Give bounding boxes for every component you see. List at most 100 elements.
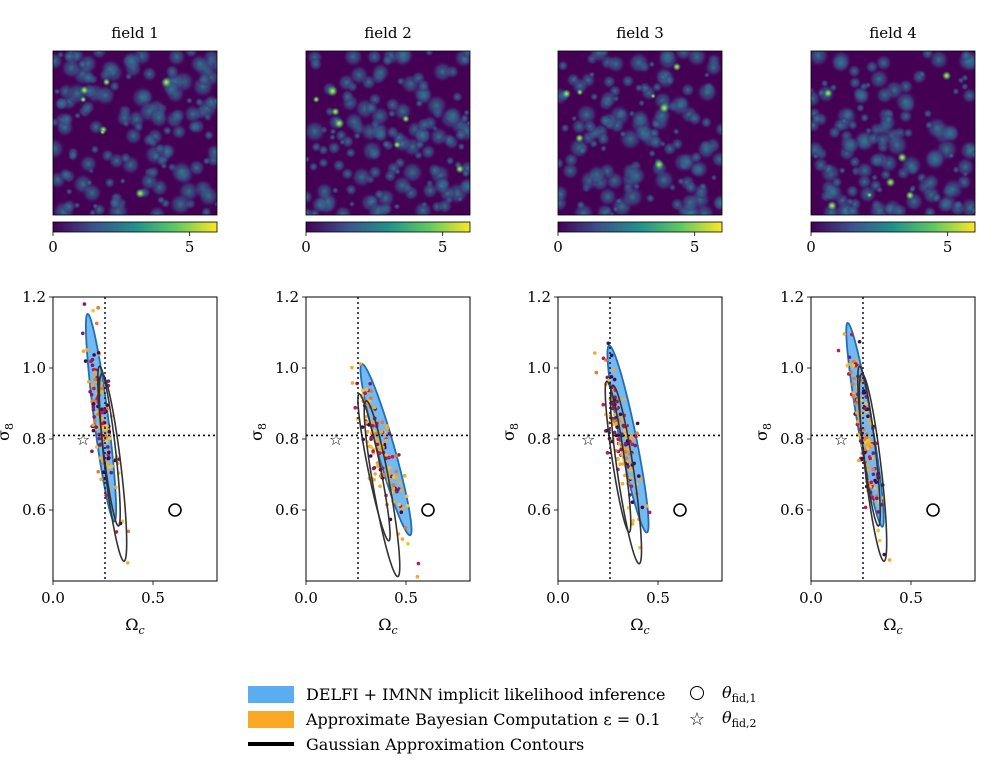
field-structure: [959, 51, 972, 62]
field-structure: [885, 133, 910, 158]
field-peak: [393, 140, 401, 149]
colorbar-tick-label: 5: [943, 238, 953, 256]
field-structure: [133, 121, 145, 133]
colorbar-tick-label: 0: [48, 238, 58, 256]
field-structure: [59, 111, 75, 127]
plot-area: [53, 297, 217, 581]
field-peak: [562, 89, 571, 99]
field-structure: [615, 107, 628, 120]
abc-sample-point: [850, 332, 854, 337]
abc-sample-point: [91, 428, 96, 433]
field-panel-2: field 2 0 5: [301, 24, 471, 256]
field-structure: [960, 82, 969, 91]
field-structure: [436, 198, 453, 215]
field-structure: [894, 90, 917, 114]
abc-sample-point: [864, 402, 868, 406]
abc-sample-point: [113, 485, 118, 490]
field-structure: [424, 93, 449, 118]
field-structure: [859, 112, 870, 123]
field-structure: [634, 83, 644, 93]
field-structure: [560, 123, 570, 133]
abc-sample-point: [873, 486, 877, 490]
colorbar: [52, 221, 218, 233]
abc-sample-point: [859, 398, 864, 402]
field-structure: [684, 180, 699, 195]
field-structure: [121, 51, 144, 73]
field-structure: [811, 113, 823, 125]
field-structure: [60, 57, 83, 80]
abc-sample-point: [91, 367, 96, 372]
abc-sample-point: [630, 500, 635, 505]
abc-sample-point: [847, 355, 852, 360]
abc-sample-point: [416, 561, 421, 566]
field-frame: [810, 50, 976, 216]
abc-sample-point: [107, 436, 112, 441]
abc-sample-point: [855, 422, 860, 427]
field-structure: [78, 154, 98, 174]
legend-gauss-label: Gaussian Approximation Contours: [306, 734, 585, 754]
field-structure: [212, 96, 217, 106]
field-structure: [838, 166, 846, 175]
field-structure: [696, 81, 719, 104]
field-structure: [428, 126, 449, 147]
field-structure: [202, 156, 211, 166]
abc-sample-point: [634, 434, 638, 439]
abc-sample-point: [81, 349, 86, 353]
abc-sample-point: [93, 370, 97, 375]
field-structure: [465, 120, 470, 127]
abc-sample-point: [617, 441, 622, 446]
x-tick-label: 0.0: [41, 589, 65, 607]
x-axis-label-subscript: c: [897, 624, 903, 637]
abc-sample-point: [851, 391, 856, 395]
abc-sample-point: [611, 368, 616, 372]
abc-sample-point: [375, 461, 380, 465]
field-structure: [424, 51, 434, 57]
abc-sample-point: [399, 510, 404, 515]
field-structure: [871, 174, 879, 182]
field-structure: [197, 185, 217, 208]
abc-sample-point: [612, 430, 617, 435]
abc-sample-point: [371, 449, 375, 453]
abc-sample-point: [875, 496, 879, 501]
abc-sample-point: [871, 467, 876, 472]
abc-sample-point: [92, 353, 96, 357]
field-structure: [845, 184, 860, 199]
field-structure: [698, 182, 708, 191]
abc-sample-point: [397, 453, 401, 457]
abc-sample-point: [378, 484, 382, 488]
abc-sample-point: [605, 451, 610, 455]
field-structure: [306, 189, 314, 205]
field-structure: [811, 51, 830, 68]
field-structure: [306, 207, 314, 215]
field-structure: [812, 153, 820, 160]
plot-area: [306, 297, 470, 581]
abc-sample-point: [105, 461, 109, 466]
field-structure: [310, 141, 322, 153]
gaussian-contour: [363, 400, 401, 578]
abc-sample-point: [375, 442, 380, 447]
abc-sample-point: [391, 482, 396, 487]
field-structure: [970, 206, 975, 215]
abc-sample-point: [105, 445, 110, 449]
field-structure: [203, 94, 217, 110]
abc-sample-point: [361, 388, 365, 393]
y-axis-label-subscript: 8: [256, 423, 269, 430]
field-structure: [621, 74, 635, 88]
abc-sample-point: [80, 331, 85, 336]
field-peak: [161, 77, 172, 88]
abc-sample-point: [105, 403, 110, 407]
abc-sample-point: [863, 505, 868, 510]
field-structure: [348, 64, 370, 86]
field-structure: [416, 117, 432, 133]
abc-sample-point: [604, 358, 608, 362]
theta-fid-1-marker: [421, 503, 435, 517]
field-structure: [53, 137, 66, 161]
abc-sample-point: [398, 480, 402, 485]
field-structure: [710, 174, 718, 181]
abc-sample-point: [621, 423, 626, 428]
field-structure: [652, 168, 676, 192]
abc-sample-point: [620, 453, 624, 457]
field-structure: [353, 131, 362, 140]
field-structure: [384, 96, 401, 113]
